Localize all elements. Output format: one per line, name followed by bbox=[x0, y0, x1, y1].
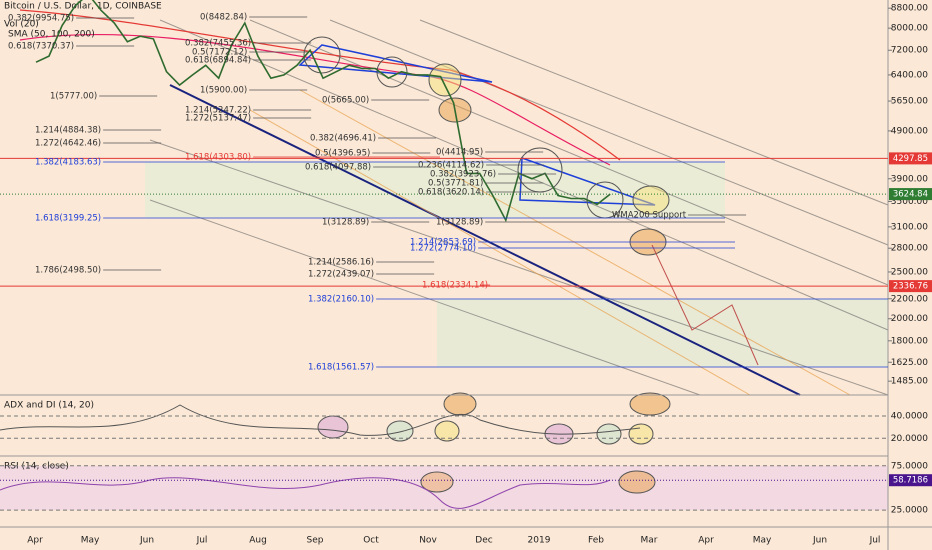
x-tick-label: Feb bbox=[588, 536, 604, 546]
x-tick-label: Nov bbox=[419, 536, 437, 546]
channel-lines bbox=[149, 19, 889, 396]
y-tick-label: 7200.00 bbox=[891, 46, 928, 56]
fib-label: 0.382(7455.36) bbox=[185, 39, 251, 49]
fib-label: 0.618(4097.88) bbox=[305, 163, 371, 173]
rsi-tag bbox=[889, 474, 932, 487]
fib-label: 0(4414.95) bbox=[436, 148, 483, 158]
x-tick-label: May bbox=[753, 536, 772, 546]
pane-title: RSI (14, close) bbox=[4, 462, 69, 472]
projection bbox=[651, 244, 759, 366]
y-tick-label: 6400.00 bbox=[891, 70, 928, 80]
y-tick-label: 75.0000 bbox=[891, 461, 928, 471]
fib-label: 1.786(2498.50) bbox=[35, 266, 101, 276]
sma-line bbox=[19, 33, 611, 166]
x-tick-label: 2019 bbox=[528, 536, 551, 546]
y-tick-label: 5650.00 bbox=[891, 97, 928, 107]
y-tick-label: 8800.00 bbox=[891, 4, 928, 14]
indicator-label: SMA (50, 100, 200) bbox=[8, 30, 95, 40]
price-tag bbox=[889, 188, 932, 201]
fib-label: 0.382(3923.76) bbox=[430, 170, 496, 180]
fib-label: WMA200 Support bbox=[612, 211, 687, 221]
pane-title: ADX and DI (14, 20) bbox=[4, 401, 94, 411]
chart-title: Bitcoin / U.S. Dollar, 1D, COINBASE bbox=[4, 2, 162, 12]
x-tick-label: Mar bbox=[641, 536, 658, 546]
fib-label: 0.382(9954.75) bbox=[8, 14, 74, 24]
fib-label: 1.618(3199.25) bbox=[35, 214, 101, 224]
x-tick-label: Apr bbox=[698, 536, 714, 546]
fib-label: 0.618(3620.14) bbox=[418, 188, 484, 198]
fib-label: 1.618(4303.80) bbox=[185, 153, 251, 163]
price-tag bbox=[889, 152, 932, 165]
x-tick-label: Oct bbox=[363, 536, 379, 546]
x-tick-label: Jun bbox=[139, 536, 154, 546]
fib-label: 0.5(7172.12) bbox=[192, 48, 247, 58]
channel-orange bbox=[249, 89, 851, 396]
price-tag-label: 2336.76 bbox=[893, 282, 928, 292]
y-tick-label: 3900.00 bbox=[891, 174, 928, 184]
fib-label: 0.618(7370.37) bbox=[8, 42, 74, 52]
price-tag-label: 4297.85 bbox=[893, 154, 928, 164]
channel-main bbox=[169, 84, 801, 396]
circles bbox=[303, 36, 671, 494]
fib-label: 0.618(6894.84) bbox=[185, 56, 251, 66]
fib-label: 1(5900.00) bbox=[200, 86, 247, 96]
y-tick-label: 20.0000 bbox=[891, 434, 928, 444]
y-tick-label: 4900.00 bbox=[891, 126, 928, 136]
x-tick-label: Apr bbox=[27, 536, 43, 546]
x-tick-label: Sep bbox=[307, 536, 324, 546]
fib-label: 1.214(2586.16) bbox=[308, 258, 374, 268]
fib-label: 1.382(2160.10) bbox=[308, 295, 374, 305]
fib-label: 1.618(1561.57) bbox=[308, 363, 374, 373]
fib-label: 1.382(4183.63) bbox=[35, 158, 101, 168]
y-tick-label: 1625.00 bbox=[891, 358, 928, 368]
adx-line bbox=[0, 404, 641, 436]
x-tick-label: May bbox=[81, 536, 100, 546]
fib-label: 0.382(4696.41) bbox=[310, 134, 376, 144]
y-tick-label: 2500.00 bbox=[891, 267, 928, 277]
x-tick-label: Jul bbox=[196, 536, 208, 546]
y-tick-label: 1800.00 bbox=[891, 336, 928, 346]
price-line bbox=[35, 0, 611, 223]
y-tick-label: 2000.00 bbox=[891, 314, 928, 324]
x-tick-label: Jun bbox=[812, 536, 827, 546]
y-tick-label: 3100.00 bbox=[891, 222, 928, 232]
sma-line bbox=[19, 9, 621, 161]
fib-label: 0.5(4396.95) bbox=[315, 149, 370, 159]
fib-label: 1.272(2774.10) bbox=[410, 244, 476, 254]
y-tick-label: 40.0000 bbox=[891, 412, 928, 422]
fib-label: 1.272(2439.07) bbox=[308, 270, 374, 280]
price-tag bbox=[889, 280, 932, 293]
y-tick-label: 25.0000 bbox=[891, 506, 928, 516]
indicator-label: Vol (20) bbox=[4, 20, 39, 30]
fib-label: 1(5777.00) bbox=[50, 92, 97, 102]
y-tick-label: 2800.00 bbox=[891, 244, 928, 254]
fib-label: 1(3128.89) bbox=[436, 218, 483, 228]
x-tick-label: Dec bbox=[475, 536, 492, 546]
rsi-tag-label: 58.7186 bbox=[893, 476, 928, 486]
y-tick-label: 8000.00 bbox=[891, 24, 928, 34]
y-tick-label: 2200.00 bbox=[891, 294, 928, 304]
x-tick-label: Jul bbox=[869, 536, 881, 546]
fib-label: 1.618(2334.14) bbox=[422, 281, 488, 291]
fib-label: 1.272(5137.47) bbox=[185, 114, 251, 124]
y-tick-label: 1485.00 bbox=[891, 377, 928, 387]
fib-label: 1.214(4884.38) bbox=[35, 126, 101, 136]
price-tag-label: 3624.84 bbox=[893, 190, 928, 200]
fib-label: 1.214(2853.69) bbox=[410, 238, 476, 248]
fib-label: 0.236(4114.62) bbox=[418, 161, 484, 171]
rsi-line bbox=[0, 477, 611, 509]
fib-label: 0.5(3771.81) bbox=[428, 179, 483, 189]
fib-label: 1.214(5247.22) bbox=[185, 106, 251, 116]
y-tick-label: 3500.00 bbox=[891, 197, 928, 207]
fib-label: 0(8482.84) bbox=[200, 13, 247, 23]
fib-label: 1.272(4642.46) bbox=[35, 139, 101, 149]
fib-label: 0(5665.00) bbox=[322, 96, 369, 106]
zone bbox=[437, 299, 888, 367]
fib-label: 1(3128.89) bbox=[322, 218, 369, 228]
x-tick-label: Aug bbox=[249, 536, 267, 546]
